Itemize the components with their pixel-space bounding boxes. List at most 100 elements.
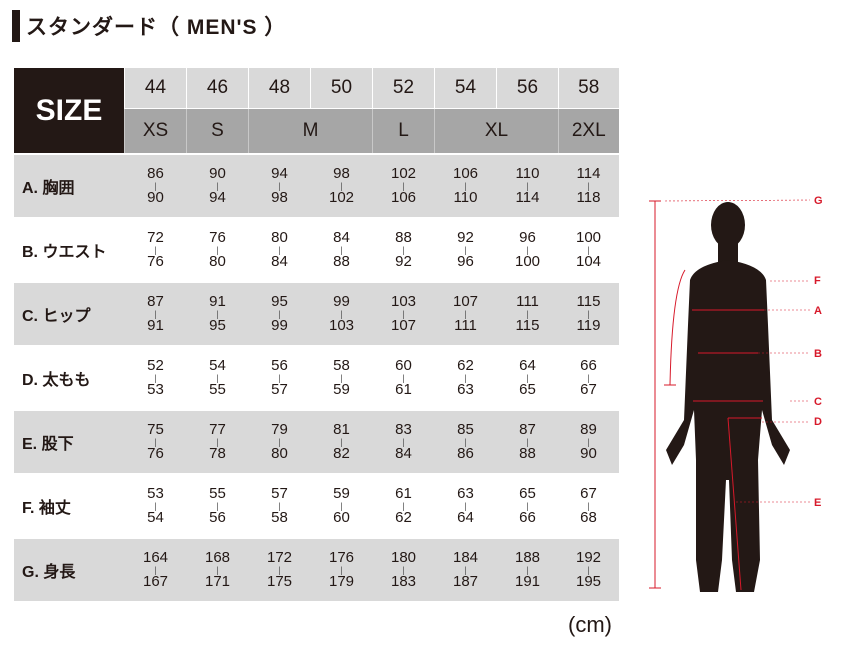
range-separator: | — [402, 373, 405, 383]
body-measurement-figure: G F A B CD E — [649, 195, 823, 592]
range-min: 98 — [333, 165, 350, 182]
range-min: 110 — [515, 165, 540, 182]
range-max: 175 — [266, 573, 293, 590]
range-min: 103 — [390, 293, 417, 310]
range-cell: 83 | 84 — [372, 409, 435, 474]
size-number: 44 — [124, 68, 187, 109]
row-label: B. ウエスト — [14, 217, 125, 282]
size-number: 52 — [372, 68, 435, 109]
range-max: 80 — [271, 445, 288, 462]
range-cell: 107 | 111 — [434, 281, 497, 346]
range-max: 53 — [147, 381, 164, 398]
range-min: 99 — [333, 293, 350, 310]
range-max: 95 — [209, 317, 226, 334]
range-max: 96 — [457, 253, 474, 270]
range-separator: | — [154, 309, 157, 319]
range-cell: 75 | 76 — [124, 409, 187, 474]
range-cell: 66 | 67 — [558, 345, 619, 410]
range-separator: | — [464, 437, 467, 447]
range-max: 110 — [453, 189, 478, 206]
range-separator: | — [216, 309, 219, 319]
range-min: 61 — [395, 485, 412, 502]
range-cell: 56 | 57 — [248, 345, 311, 410]
range-min: 106 — [452, 165, 479, 182]
range-max: 114 — [515, 189, 540, 206]
range-separator: | — [587, 309, 590, 319]
range-separator: | — [464, 181, 467, 191]
range-separator: | — [587, 437, 590, 447]
section-title: スタンダード（ MEN'S ） — [12, 10, 286, 42]
range-cell: 103 | 107 — [372, 281, 435, 346]
range-max: 111 — [454, 317, 477, 334]
range-min: 79 — [271, 421, 288, 438]
range-cell: 95 | 99 — [248, 281, 311, 346]
range-min: 75 — [147, 421, 164, 438]
size-number: 50 — [310, 68, 373, 109]
range-max: 167 — [142, 573, 169, 590]
range-max: 171 — [204, 573, 231, 590]
range-cell: 94 | 98 — [248, 153, 311, 218]
range-max: 88 — [333, 253, 350, 270]
range-min: 95 — [271, 293, 288, 310]
range-separator: | — [216, 373, 219, 383]
range-max: 60 — [333, 509, 350, 526]
range-separator: | — [154, 245, 157, 255]
range-separator: | — [340, 181, 343, 191]
range-separator: | — [278, 501, 281, 511]
size-number: 48 — [248, 68, 311, 109]
range-max: 68 — [580, 509, 597, 526]
range-min: 180 — [390, 549, 417, 566]
range-separator: | — [526, 437, 529, 447]
range-min: 52 — [147, 357, 164, 374]
range-cell: 188 | 191 — [496, 537, 559, 601]
range-cell: 176 | 179 — [310, 537, 373, 601]
row-label: E. 股下 — [14, 409, 125, 474]
range-separator: | — [402, 309, 405, 319]
range-max: 82 — [333, 445, 350, 462]
leader-lines — [664, 199, 811, 503]
range-separator: | — [526, 373, 529, 383]
range-max: 115 — [515, 317, 540, 334]
range-cell: 72 | 76 — [124, 217, 187, 282]
range-max: 62 — [395, 509, 412, 526]
range-min: 76 — [209, 229, 226, 246]
range-min: 111 — [516, 293, 539, 310]
range-max: 106 — [390, 189, 417, 206]
range-max: 86 — [457, 445, 474, 462]
range-separator: | — [278, 565, 281, 575]
marker-e: E — [814, 497, 821, 509]
range-separator: | — [587, 181, 590, 191]
range-min: 100 — [575, 229, 602, 246]
range-separator: | — [464, 501, 467, 511]
range-max: 90 — [147, 189, 164, 206]
range-min: 77 — [209, 421, 226, 438]
range-max: 119 — [576, 317, 601, 334]
range-min: 81 — [333, 421, 350, 438]
row-label: G. 身長 — [14, 537, 125, 601]
range-cell: 59 | 60 — [310, 473, 373, 538]
range-separator: | — [278, 309, 281, 319]
row-label: A. 胸囲 — [14, 153, 125, 218]
marker-a: A — [814, 305, 822, 317]
range-min: 66 — [580, 357, 597, 374]
range-separator: | — [216, 565, 219, 575]
range-min: 67 — [580, 485, 597, 502]
range-max: 179 — [328, 573, 355, 590]
range-max: 61 — [395, 381, 412, 398]
range-min: 86 — [147, 165, 164, 182]
range-min: 188 — [514, 549, 541, 566]
range-cell: 172 | 175 — [248, 537, 311, 601]
range-max: 107 — [390, 317, 417, 334]
range-max: 92 — [395, 253, 412, 270]
range-min: 64 — [519, 357, 536, 374]
range-cell: 184 | 187 — [434, 537, 497, 601]
range-max: 102 — [328, 189, 355, 206]
range-min: 55 — [209, 485, 226, 502]
range-cell: 76 | 80 — [186, 217, 249, 282]
range-max: 90 — [580, 445, 597, 462]
size-number: 58 — [558, 68, 619, 109]
range-min: 94 — [271, 165, 288, 182]
measurement-lines — [649, 200, 764, 591]
range-separator: | — [402, 181, 405, 191]
range-max: 54 — [147, 509, 164, 526]
